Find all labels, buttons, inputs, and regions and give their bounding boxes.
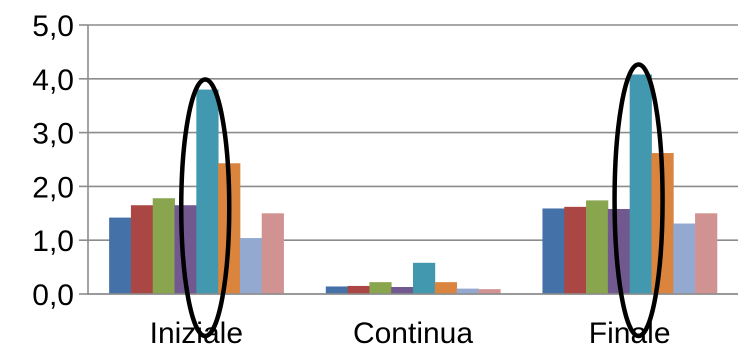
bar xyxy=(564,207,586,294)
y-tick-label: 2,0 xyxy=(32,171,74,204)
bar xyxy=(542,208,564,294)
bars xyxy=(109,74,717,294)
bar xyxy=(586,200,608,294)
bar xyxy=(413,263,435,294)
y-tick-label: 3,0 xyxy=(32,118,74,151)
bar xyxy=(240,238,262,294)
bar xyxy=(391,287,413,294)
bar xyxy=(457,289,479,294)
bar xyxy=(153,198,175,294)
bar xyxy=(695,213,717,294)
bar xyxy=(196,90,218,294)
bar xyxy=(348,286,370,294)
bar xyxy=(131,205,153,294)
highlight-ellipses xyxy=(181,64,662,336)
y-tick-label: 5,0 xyxy=(32,10,74,43)
bar xyxy=(673,224,695,294)
bar xyxy=(435,282,457,294)
bar xyxy=(369,282,391,294)
bar xyxy=(109,218,131,294)
y-tick-label: 0,0 xyxy=(32,279,74,312)
bar xyxy=(326,286,348,294)
bar xyxy=(630,74,652,294)
x-category-label: Continua xyxy=(353,317,473,350)
y-tick-label: 1,0 xyxy=(32,225,74,258)
y-tick-label: 4,0 xyxy=(32,64,74,97)
bar xyxy=(262,213,284,294)
